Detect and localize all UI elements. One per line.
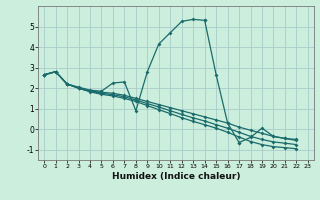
X-axis label: Humidex (Indice chaleur): Humidex (Indice chaleur)	[112, 172, 240, 181]
